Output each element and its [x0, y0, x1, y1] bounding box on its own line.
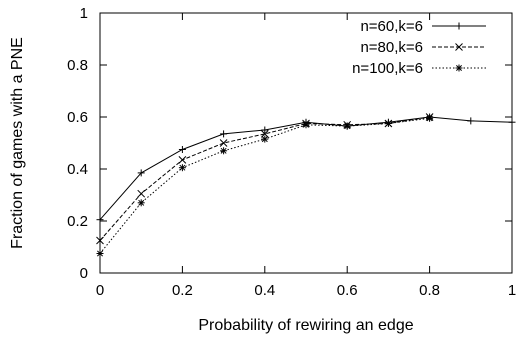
legend-marker: [455, 43, 463, 51]
data-point: [261, 126, 269, 134]
y-tick-label: 0: [80, 265, 88, 282]
data-point: [343, 122, 351, 130]
y-tick-label: 0.6: [67, 109, 88, 126]
x-tick-label: 0.2: [172, 282, 193, 299]
x-tick-label: 1: [508, 282, 516, 299]
data-point: [220, 130, 228, 138]
ticks-layer: 0 0.2 0.4 0.6 0.8 1 0 0.2 0.4 0.6 0.8 1: [67, 5, 516, 299]
data-point: [96, 250, 104, 257]
series-line: [99, 116, 513, 221]
legend-label: n=60,k=6: [360, 18, 423, 35]
legend-item: n=60,k=6: [360, 18, 486, 35]
data-point: [426, 114, 434, 122]
data-point: [384, 120, 392, 127]
legend-item: n=80,k=6: [360, 39, 486, 56]
legend: n=60,k=6 n=80,k=6 n=100,k=6: [352, 18, 486, 77]
x-tick-label: 0.8: [419, 282, 440, 299]
data-point: [261, 135, 269, 143]
data-point: [137, 169, 145, 177]
series-1: [96, 113, 516, 224]
y-tick-label: 1: [80, 5, 88, 22]
data-point: [178, 146, 186, 153]
data-point: [137, 199, 145, 207]
data-point: [178, 156, 187, 164]
data-point: [219, 139, 228, 147]
series-line: [99, 116, 430, 241]
y-tick-label: 0.4: [67, 161, 88, 178]
legend-marker: [455, 64, 463, 72]
data-point: [302, 121, 310, 129]
data-point: [96, 236, 104, 245]
data-point: [508, 118, 516, 126]
plot-frame: [99, 12, 513, 274]
y-tick-label: 0.2: [67, 213, 88, 230]
legend-marker: [455, 22, 463, 30]
data-point: [178, 164, 186, 172]
x-tick-label: 0: [96, 282, 104, 299]
y-axis-label: Fraction of games with a PNE: [9, 37, 26, 249]
x-tick-label: 0.6: [337, 282, 358, 299]
data-point: [137, 189, 146, 198]
data-point: [467, 117, 475, 125]
x-axis-label: Probability of rewiring an edge: [198, 317, 413, 334]
legend-label: n=80,k=6: [360, 39, 423, 56]
legend-label: n=100,k=6: [352, 60, 423, 77]
y-tick-label: 0.8: [67, 57, 88, 74]
data-point: [220, 147, 228, 155]
series-3: [96, 114, 434, 257]
data-point: [96, 216, 104, 224]
series-layer: [96, 113, 516, 257]
legend-item: n=100,k=6: [352, 60, 486, 77]
x-tick-label: 0.4: [254, 282, 275, 299]
